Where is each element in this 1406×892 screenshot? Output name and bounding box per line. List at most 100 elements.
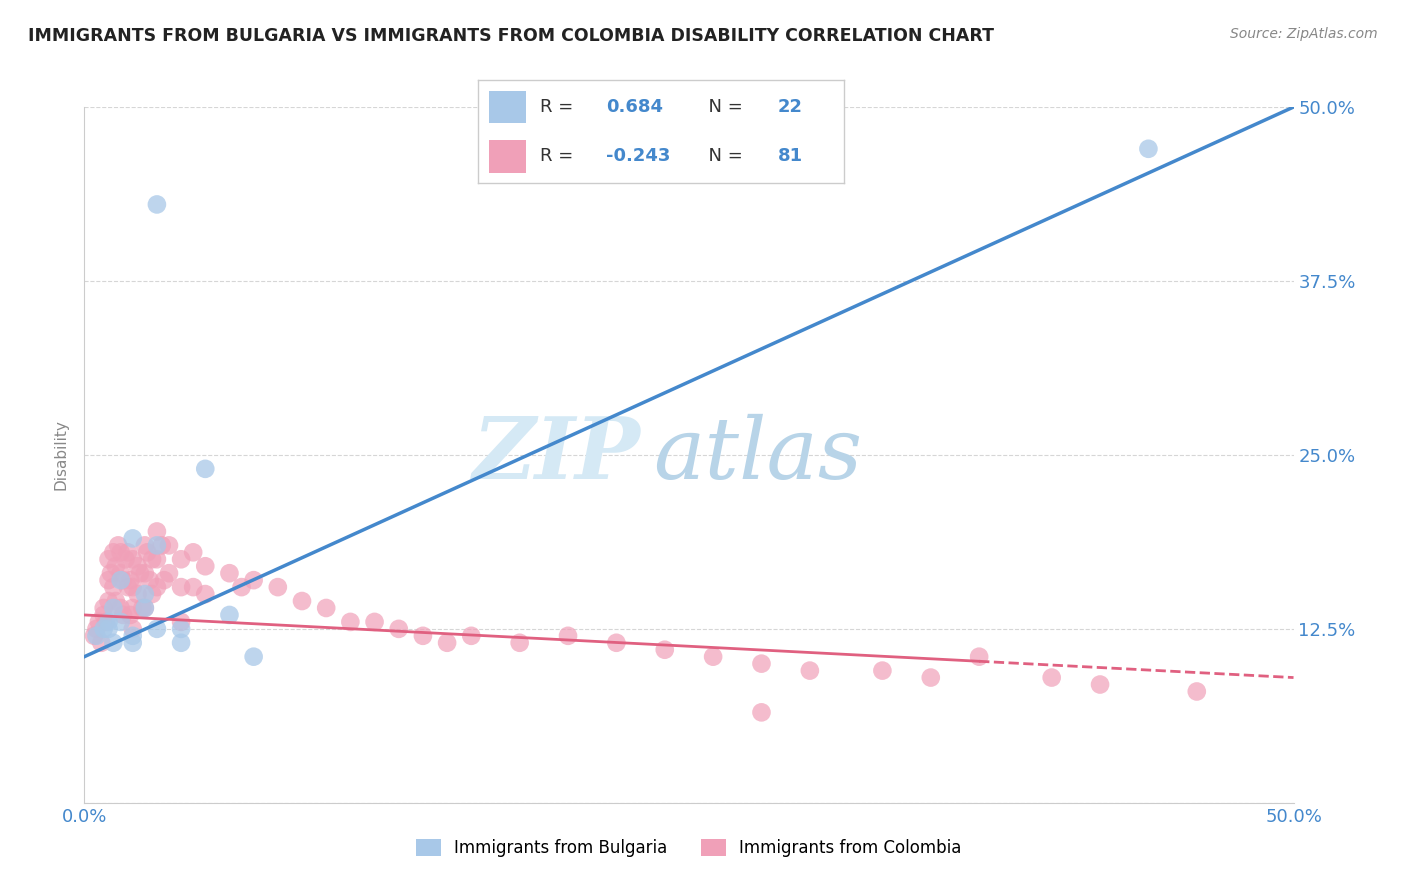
- Point: [799, 664, 821, 678]
- Point: [218, 566, 240, 581]
- Point: [120, 607, 142, 622]
- Point: [1040, 671, 1063, 685]
- Point: [93, 601, 115, 615]
- Point: [97, 552, 120, 566]
- Point: [97, 573, 120, 587]
- Point: [231, 580, 253, 594]
- Point: [654, 642, 676, 657]
- Point: [134, 538, 156, 552]
- FancyBboxPatch shape: [489, 91, 526, 123]
- Point: [107, 538, 129, 552]
- Point: [112, 573, 135, 587]
- Text: -0.243: -0.243: [606, 147, 671, 165]
- Point: [86, 629, 108, 643]
- Point: [136, 545, 159, 559]
- Text: Source: ZipAtlas.com: Source: ZipAtlas.com: [1230, 27, 1378, 41]
- Point: [702, 649, 724, 664]
- Point: [83, 629, 105, 643]
- Point: [967, 649, 990, 664]
- Point: [181, 545, 204, 559]
- Point: [170, 615, 193, 629]
- Point: [129, 566, 152, 581]
- Point: [170, 622, 193, 636]
- Point: [110, 566, 132, 581]
- Point: [97, 615, 120, 629]
- Point: [117, 580, 139, 594]
- Point: [134, 587, 156, 601]
- Point: [242, 649, 264, 664]
- Text: N =: N =: [697, 98, 749, 116]
- Point: [146, 580, 169, 594]
- Point: [97, 622, 120, 636]
- Point: [103, 601, 125, 615]
- Point: [181, 580, 204, 594]
- Point: [87, 615, 110, 629]
- Point: [121, 636, 143, 650]
- Point: [1137, 142, 1160, 156]
- Point: [242, 573, 264, 587]
- Point: [103, 580, 125, 594]
- Point: [93, 607, 115, 622]
- Point: [138, 573, 160, 587]
- Point: [121, 580, 143, 594]
- Point: [86, 622, 108, 636]
- Point: [194, 587, 217, 601]
- Point: [127, 559, 149, 574]
- Point: [93, 622, 115, 636]
- Point: [1088, 677, 1111, 691]
- Point: [110, 615, 132, 629]
- Text: R =: R =: [540, 147, 579, 165]
- Point: [194, 462, 217, 476]
- Point: [872, 664, 894, 678]
- Point: [110, 601, 132, 615]
- Point: [146, 197, 169, 211]
- Point: [291, 594, 314, 608]
- Point: [146, 538, 169, 552]
- Point: [267, 580, 290, 594]
- Point: [150, 538, 173, 552]
- Point: [557, 629, 579, 643]
- Text: atlas: atlas: [652, 414, 862, 496]
- Legend: Immigrants from Bulgaria, Immigrants from Colombia: Immigrants from Bulgaria, Immigrants fro…: [409, 832, 969, 864]
- Point: [751, 657, 773, 671]
- Point: [388, 622, 411, 636]
- Point: [110, 545, 132, 559]
- Point: [121, 601, 143, 615]
- Point: [141, 587, 163, 601]
- Point: [131, 601, 153, 615]
- Point: [157, 566, 180, 581]
- Point: [121, 622, 143, 636]
- Point: [121, 552, 143, 566]
- Text: 0.684: 0.684: [606, 98, 664, 116]
- Point: [112, 607, 135, 622]
- Point: [153, 573, 176, 587]
- Point: [412, 629, 434, 643]
- Point: [146, 622, 169, 636]
- Point: [97, 594, 120, 608]
- Point: [121, 532, 143, 546]
- Point: [460, 629, 482, 643]
- Point: [170, 580, 193, 594]
- FancyBboxPatch shape: [489, 140, 526, 173]
- Point: [141, 552, 163, 566]
- Y-axis label: Disability: Disability: [53, 419, 69, 491]
- Text: N =: N =: [697, 147, 749, 165]
- Point: [110, 573, 132, 587]
- Point: [114, 552, 136, 566]
- Point: [134, 566, 156, 581]
- Point: [146, 552, 169, 566]
- Text: IMMIGRANTS FROM BULGARIA VS IMMIGRANTS FROM COLOMBIA DISABILITY CORRELATION CHAR: IMMIGRANTS FROM BULGARIA VS IMMIGRANTS F…: [28, 27, 994, 45]
- Point: [363, 615, 385, 629]
- Point: [94, 615, 117, 629]
- Point: [170, 636, 193, 650]
- Point: [134, 601, 156, 615]
- Point: [104, 559, 127, 574]
- Text: 81: 81: [778, 147, 803, 165]
- Point: [315, 601, 337, 615]
- Point: [127, 587, 149, 601]
- Point: [605, 636, 627, 650]
- Point: [157, 538, 180, 552]
- Point: [170, 552, 193, 566]
- Point: [100, 566, 122, 581]
- Point: [121, 629, 143, 643]
